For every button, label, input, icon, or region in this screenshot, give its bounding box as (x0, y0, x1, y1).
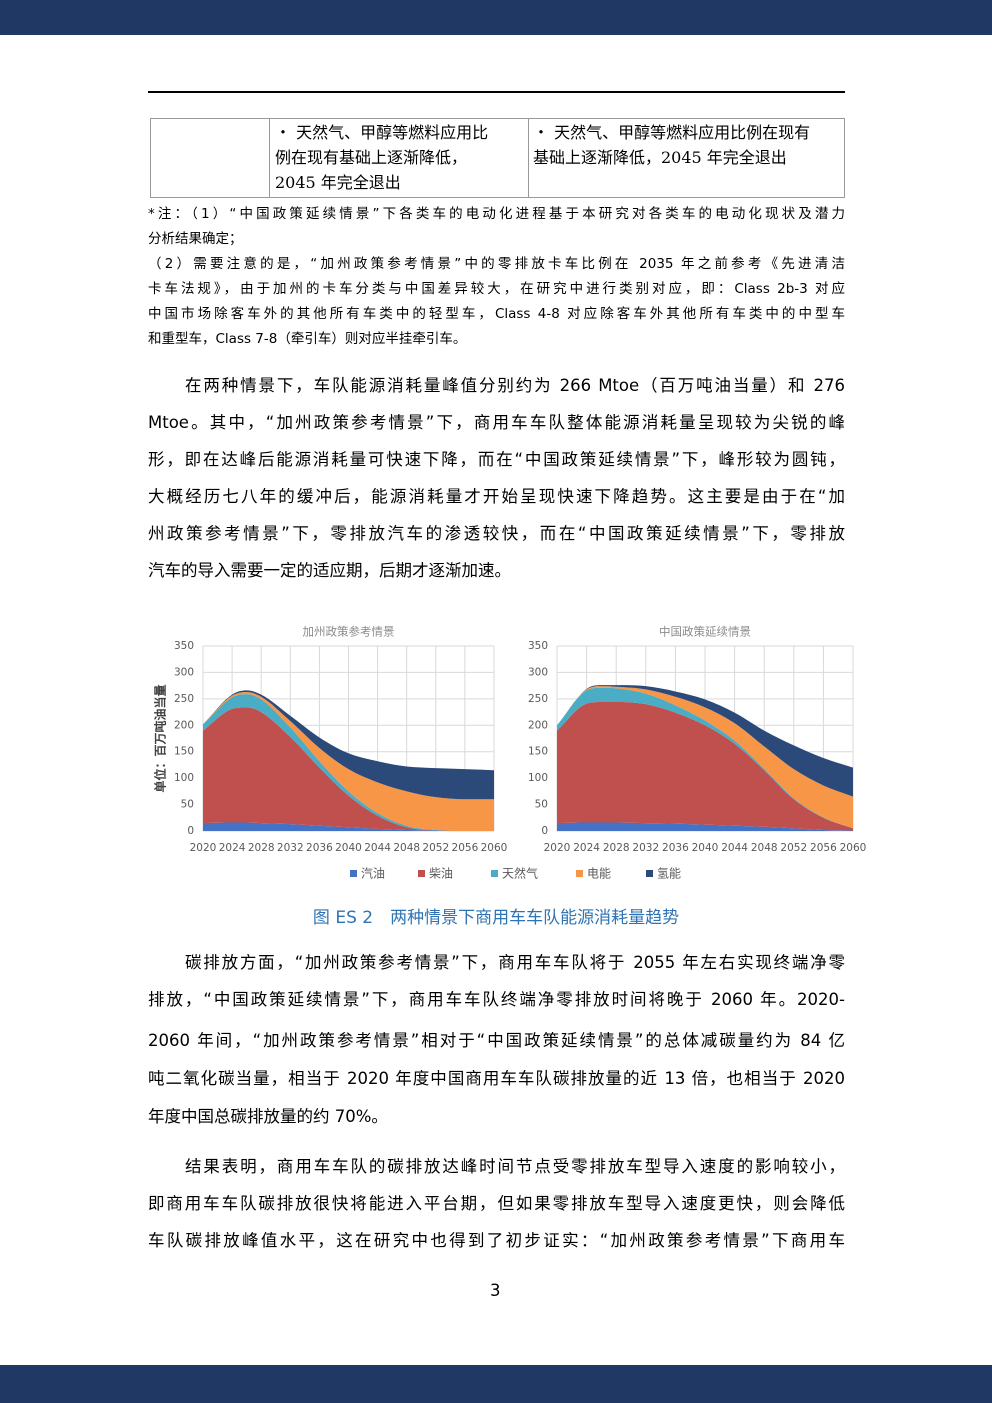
y-tick-label: 100 (528, 772, 548, 784)
x-tick-label: 2060 (840, 842, 867, 854)
y-tick-label: 250 (174, 693, 194, 705)
area (557, 685, 853, 797)
note-line: 中国市场除客车外的其他所有车类中的轻型车，Class 4-8 对应除客车外其他所… (148, 306, 845, 322)
legend-label: 汽油 (361, 866, 385, 881)
paragraph-line: 吨二氧化碳当量，相当于 2020 年度中国商用车车队碳排放量的近 13 倍，也相… (148, 1069, 845, 1088)
footer-bar (0, 1365, 992, 1403)
y-tick-label: 350 (528, 640, 548, 652)
paragraph-line: 排放，“中国政策延续情景”下，商用车车队终端净零排放时间将晚于 2060 年。2… (148, 990, 845, 1009)
area (203, 690, 494, 800)
y-tick-label: 350 (174, 640, 194, 652)
legend-swatch (350, 870, 357, 877)
note-line: 卡车法规》，由于加州的卡车分类与中国差异较大，在研究中进行类别对应，即：Clas… (148, 281, 845, 297)
x-tick-label: 2044 (364, 842, 391, 854)
x-tick-label: 2060 (481, 842, 508, 854)
x-tick-label: 2032 (632, 842, 659, 854)
area (203, 822, 494, 831)
x-tick-label: 2032 (277, 842, 304, 854)
paragraph-line: 即商用车车队碳排放很快将能进入平台期，但如果零排放车型导入速度更快，则会降低 (148, 1194, 845, 1213)
x-tick-label: 2028 (603, 842, 630, 854)
x-tick-label: 2020 (544, 842, 571, 854)
x-tick-label: 2052 (780, 842, 807, 854)
x-tick-label: 2052 (422, 842, 449, 854)
y-tick-label: 200 (174, 719, 194, 731)
header-rule (148, 91, 845, 93)
table-divider (269, 119, 270, 197)
area (557, 822, 853, 831)
legend-swatch (576, 870, 583, 877)
page-number: 3 (490, 1281, 501, 1300)
area (203, 694, 494, 831)
paragraph-line: 碳排放方面，“加州政策参考情景”下，商用车车队将于 2055 年左右实现终端净零 (185, 953, 845, 972)
table-cell-line: 基础上逐渐降低，2045 年完全退出 (533, 148, 787, 167)
note-line: 和重型车，Class 7-8（牵引车）则对应半挂牵引车。 (148, 331, 467, 347)
chart-title: 中国政策延续情景 (659, 625, 751, 639)
x-tick-label: 2036 (662, 842, 689, 854)
paragraph-line: 形，即在达峰后能源消耗量可快速下降，而在“中国政策延续情景”下，峰形较为圆钝， (148, 450, 845, 469)
y-tick-label: 50 (535, 799, 548, 811)
note-line: *注：（1）“中国政策延续情景”下各类车的电动化进程基于本研究对各类车的电动化现… (148, 206, 845, 222)
y-tick-label: 300 (528, 666, 548, 678)
x-tick-label: 2028 (248, 842, 275, 854)
table (150, 118, 845, 198)
x-tick-label: 2048 (751, 842, 778, 854)
paragraph-line: 结果表明，商用车车队的碳排放达峰时间节点受零排放车型导入速度的影响较小， (185, 1157, 845, 1176)
legend-label: 天然气 (502, 866, 538, 881)
area (557, 686, 853, 829)
y-tick-label: 300 (174, 666, 194, 678)
paragraph-line: 在两种情景下，车队能源消耗量峰值分别约为 266 Mtoe（百万吨油当量）和 2… (185, 376, 845, 395)
area (557, 687, 853, 829)
figure-caption: 图 ES 2 两种情景下商用车车队能源消耗量趋势 (313, 908, 679, 928)
table-cell-line: ・ 天然气、甲醇等燃料应用比 (275, 123, 489, 142)
legend-swatch (491, 870, 498, 877)
area (557, 702, 853, 831)
table-divider (528, 119, 529, 197)
table-cell-line: 例在现有基础上逐渐降低， (275, 148, 468, 167)
y-tick-label: 0 (187, 825, 194, 837)
x-tick-label: 2044 (721, 842, 748, 854)
legend-swatch (418, 870, 425, 877)
paragraph-line: 汽车的导入需要一定的适应期，后期才逐渐加速。 (148, 561, 511, 580)
y-axis-label: 单位：百万吨油当量 (153, 684, 168, 792)
paragraph-line: Mtoe。其中，“加州政策参考情景”下，商用车车队整体能源消耗量呈现较为尖锐的峰 (148, 413, 845, 432)
x-tick-label: 2040 (692, 842, 719, 854)
paragraph-line: 年度中国总碳排放量的约 70%。 (148, 1107, 388, 1126)
y-tick-label: 200 (528, 719, 548, 731)
x-tick-label: 2048 (393, 842, 420, 854)
header-bar (0, 0, 992, 35)
paragraph-line: 州政策参考情景”下，零排放汽车的渗透较快，而在“中国政策延续情景”下，零排放 (148, 524, 845, 543)
chart-title: 加州政策参考情景 (303, 625, 395, 639)
paragraph-line: 大概经历七八年的缓冲后，能源消耗量才开始呈现快速下降趋势。这主要是由于在“加 (148, 487, 845, 506)
legend-swatch (646, 870, 653, 877)
x-tick-label: 2040 (335, 842, 362, 854)
legend-label: 氢能 (657, 866, 681, 881)
note-line: （2）需要注意的是，“加州政策参考情景”中的零排放卡车比例在 2035 年之前参… (148, 256, 845, 272)
x-tick-label: 2020 (190, 842, 217, 854)
paragraph-line: 车队碳排放峰值水平，这在研究中也得到了初步证实：“加州政策参考情景”下商用车 (148, 1231, 845, 1250)
x-tick-label: 2036 (306, 842, 333, 854)
legend-label: 柴油 (429, 867, 453, 881)
table-cell-line: ・ 天然气、甲醇等燃料应用比例在现有 (533, 123, 811, 142)
y-tick-label: 100 (174, 772, 194, 784)
y-tick-label: 0 (541, 825, 548, 837)
y-tick-label: 50 (181, 799, 194, 811)
area (203, 691, 494, 831)
y-tick-label: 250 (528, 693, 548, 705)
table-cell-line: 2045 年完全退出 (275, 173, 401, 192)
y-tick-label: 150 (174, 746, 194, 758)
x-tick-label: 2024 (573, 842, 600, 854)
x-tick-label: 2056 (452, 842, 479, 854)
legend-label: 电能 (587, 867, 611, 881)
area (203, 707, 494, 831)
paragraph-line: 2060 年间，“加州政策参考情景”相对于“中国政策延续情景”的总体减碳量约为 … (148, 1031, 845, 1050)
note-line: 分析结果确定； (148, 231, 243, 247)
y-tick-label: 150 (528, 746, 548, 758)
x-tick-label: 2056 (810, 842, 837, 854)
x-tick-label: 2024 (219, 842, 246, 854)
